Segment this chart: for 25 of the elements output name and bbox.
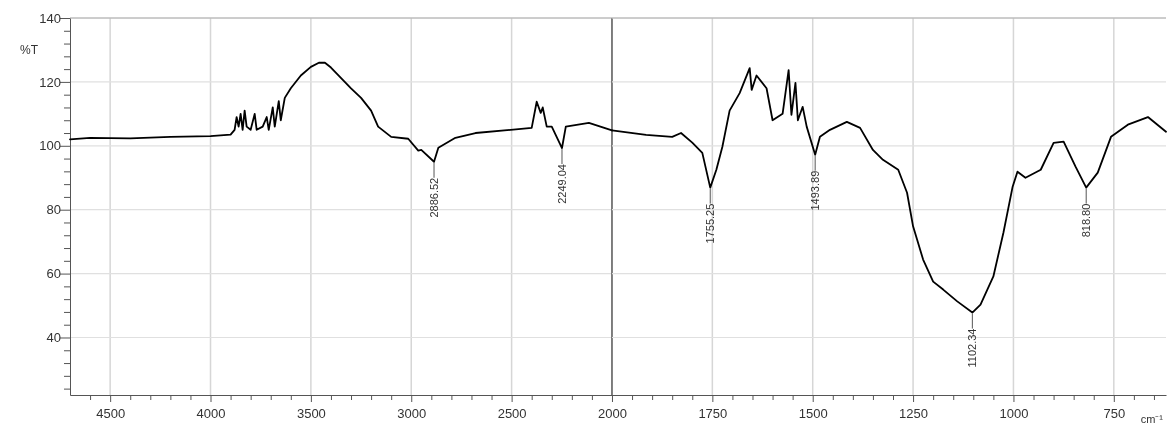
annotation: 2886.52: [428, 177, 441, 218]
annotation: 1755.25: [704, 203, 717, 244]
x-axis-title: cm⁻¹: [1140, 413, 1164, 425]
y-tick-label: 100: [39, 138, 61, 154]
x-tick-label: 2500: [497, 406, 527, 422]
y-tick-label: 140: [39, 10, 61, 26]
x-tick-label: 750: [1103, 406, 1126, 422]
x-tick-label: 3500: [296, 406, 326, 422]
annotation: 1102.34: [966, 328, 979, 368]
y-tick-label: 60: [46, 266, 61, 282]
y-axis-title: %T: [20, 43, 39, 57]
annotation: 1493.89: [809, 170, 822, 211]
y-tick-label: 40: [46, 330, 61, 346]
x-tick-label: 4000: [196, 406, 226, 422]
x-tick-label: 1500: [798, 406, 828, 422]
x-tick-label: 1250: [899, 406, 929, 422]
x-tick-label: 4500: [96, 406, 126, 422]
x-tick-label: 1750: [698, 406, 728, 422]
annotation: 2249.04: [555, 164, 568, 204]
y-tick-label: 120: [39, 74, 61, 90]
x-tick-label: 1000: [999, 406, 1029, 422]
x-tick-label: 2000: [598, 406, 627, 422]
annotation: 818.80: [1080, 203, 1093, 238]
y-tick-label: 80: [46, 202, 61, 218]
x-tick-label: 3000: [397, 406, 427, 422]
